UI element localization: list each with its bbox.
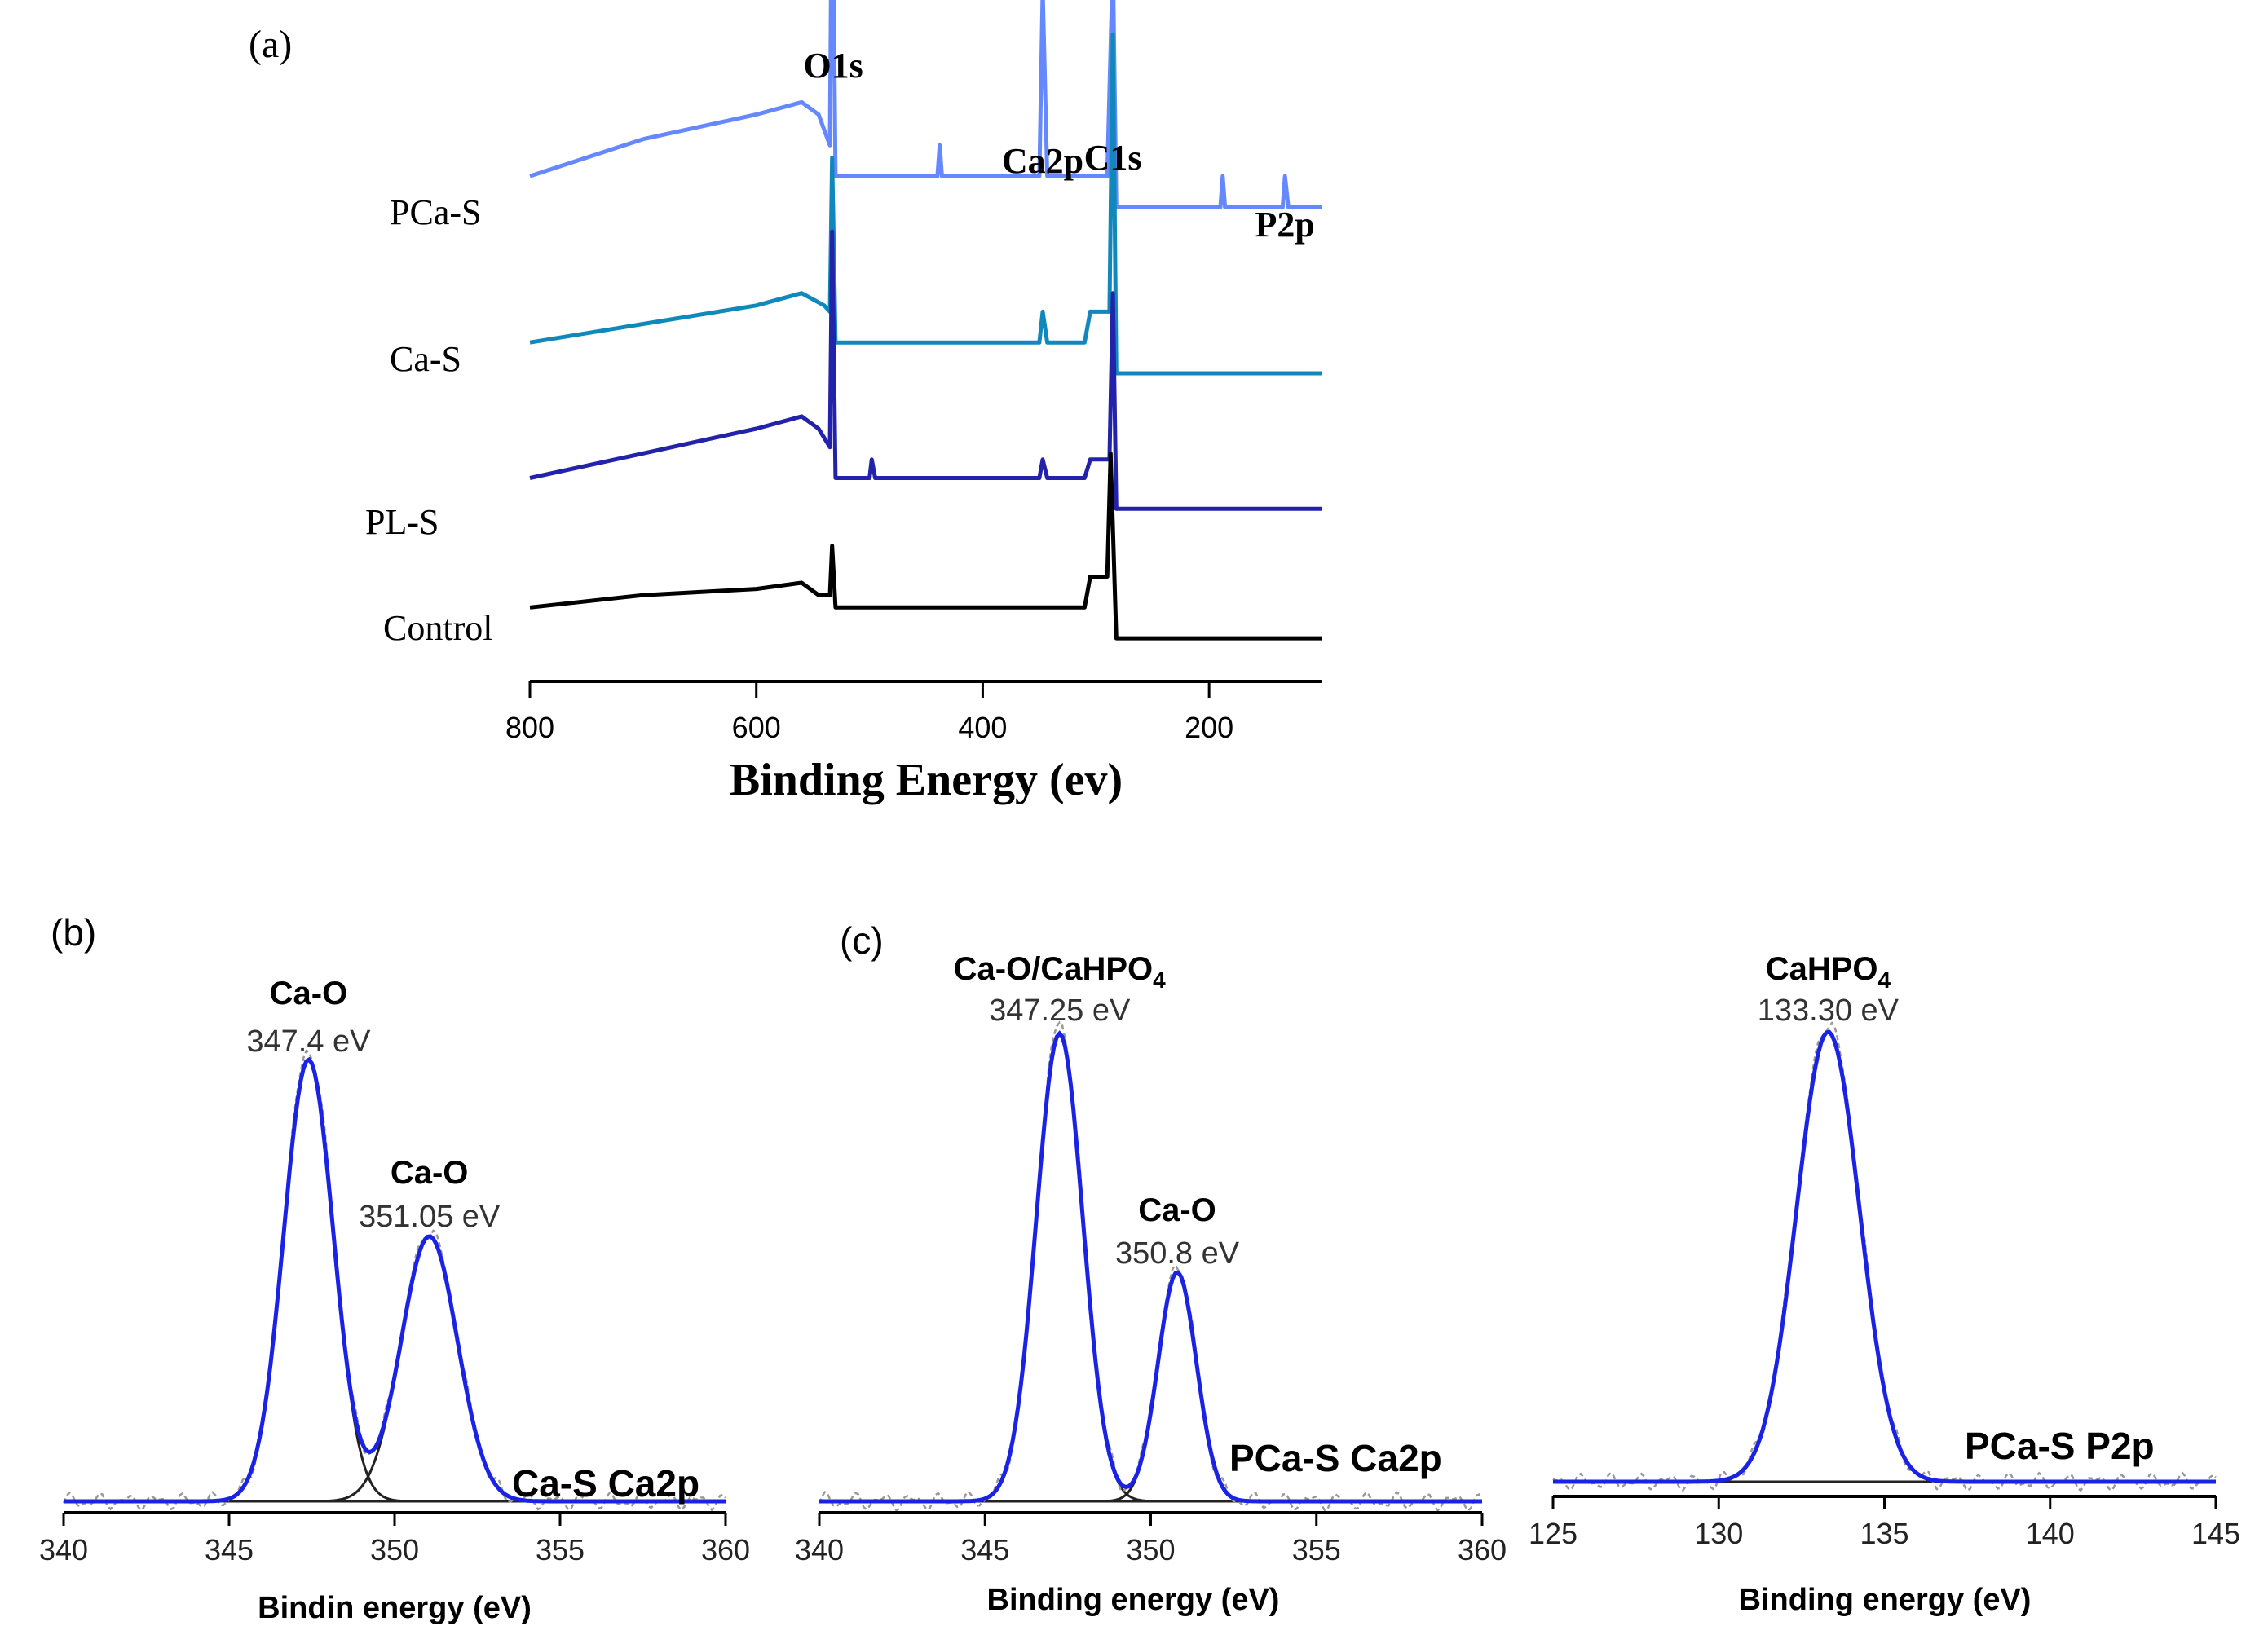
panel-a-x-axis-label: Binding Energy (ev) [730,755,1123,805]
tick-label: 340 [795,1533,844,1566]
tick-label: 345 [205,1533,254,1566]
tick-label: 360 [701,1533,750,1566]
raw-data-line [62,1049,726,1512]
panel-a-peak-label: Ca2p [1002,141,1083,181]
tick-label: 340 [39,1533,88,1566]
panel-d: 125 130 135 140 145 Binding energy (eV) CaHP… [1529,951,2240,1617]
peak-name-label: Ca-O [1138,1192,1216,1228]
peak-name-label: CaHPO4 [1766,951,1891,993]
peak-name-label: Ca-O [391,1155,469,1191]
panel-a-label: (a) [249,23,292,66]
tick-label: 355 [1292,1533,1341,1566]
panel-a-ticks: 800 600 400 200 [505,681,1233,744]
envelope-line [1553,1029,2216,1484]
tick-label: 130 [1694,1517,1743,1550]
panel-b-x-axis-label: Bindin energy (eV) [258,1591,532,1625]
panel-d-ticks: 125 130 135 140 145 [1529,1496,2240,1550]
peak-value-label: 351.05 eV [359,1200,501,1234]
peak-name-label: Ca-O/CaHPO4 [954,951,1167,993]
raw-data-line [818,1020,1483,1513]
panel-a-tick-label: 200 [1185,711,1233,744]
tick-label: 125 [1529,1517,1577,1550]
panel-a-series [529,0,1322,641]
series-line-pl-s [529,229,1322,511]
series-label-pl-s: PL-S [365,502,439,542]
panel-c-label: (c) [840,919,884,962]
series-label-ca-s: Ca-S [390,339,461,379]
panel-b-curves [62,1049,726,1512]
tick-label: 355 [536,1533,585,1566]
series-line-ca-s [529,32,1322,376]
tick-label: 350 [370,1533,419,1566]
tick-label: 360 [1458,1533,1507,1566]
panel-b: (b) 340 345 350 355 360 Bindin energy (eV) C… [39,911,750,1625]
panel-a-peak-label: O1s [803,46,863,86]
tick-label: 135 [1860,1517,1908,1550]
peak-name-label: Ca-O [270,976,348,1011]
envelope-line [819,1030,1482,1504]
tick-label: 140 [2026,1517,2075,1550]
tick-label: 350 [1126,1533,1175,1566]
panel-a-series-labels: PCa-S Ca-S PL-S Control [365,192,492,648]
peak-value-label: 133.30 eV [1758,994,1900,1028]
tick-label: 345 [960,1533,1009,1566]
panel-c-corner-label: PCa-S Ca2p [1229,1437,1442,1479]
panel-b-peak-labels: Ca-O 347.4 eV Ca-O 351.05 eV [246,976,501,1234]
series-line-control [529,451,1322,641]
panel-a-tick-label: 800 [505,711,554,744]
peak-value-label: 347.4 eV [246,1024,371,1059]
panel-c-x-axis-label: Binding energy (eV) [987,1583,1280,1617]
peak-value-label: 347.25 eV [989,994,1131,1028]
tick-label: 145 [2191,1517,2240,1550]
peak-value-label: 350.8 eV [1115,1236,1240,1271]
panel-d-curves [1552,1021,2217,1492]
panel-d-x-axis-label: Binding energy (eV) [1739,1583,2032,1617]
panel-a: (a) 800 600 400 200 Binding Energy (ev) O1s… [249,0,1322,805]
panel-c-ticks: 340 345 350 355 360 [795,1513,1507,1566]
panel-b-ticks: 340 345 350 355 360 [39,1513,750,1566]
panel-a-peak-labels: O1s Ca2p C1s P2p [803,46,1314,245]
panel-d-corner-label: PCa-S P2p [1965,1425,2155,1467]
panel-c: (c) 340 345 350 355 360 Binding energy (eV) … [795,919,1507,1617]
panel-b-corner-label: Ca-S Ca2p [512,1462,699,1505]
panel-a-tick-label: 600 [732,711,781,744]
series-label-control: Control [383,608,492,648]
series-line-pca-s [529,0,1322,209]
panel-a-peak-label: C1s [1084,138,1142,178]
series-label-pca-s: PCa-S [390,192,481,232]
envelope-line [64,1056,726,1504]
panel-a-tick-label: 400 [958,711,1007,744]
panel-a-peak-label: P2p [1255,205,1314,245]
panel-b-label: (b) [51,911,96,954]
panel-c-curves [818,1020,1483,1513]
